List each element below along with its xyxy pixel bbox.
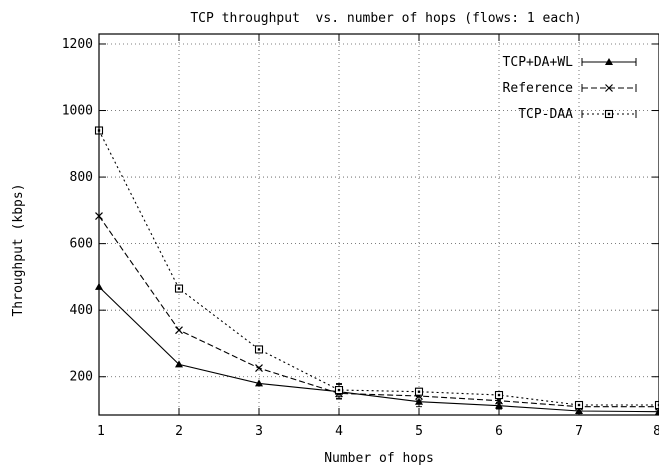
x-tick-label-5: 6 — [495, 424, 503, 439]
y-tick-label-3: 800 — [70, 170, 93, 185]
legend-label-2: TCP-DAA — [518, 107, 573, 122]
y-tick-label-0: 200 — [70, 370, 93, 385]
x-tick-label-0: 1 — [97, 424, 105, 439]
grid-lines — [98, 34, 659, 415]
legend: TCP+DA+WL Reference TCP-DAA — [503, 55, 637, 122]
x-tick-label-7: 8 — [653, 424, 659, 439]
data-point-2-4 — [414, 387, 424, 396]
plot-series — [94, 126, 659, 415]
data-point-0-4 — [415, 397, 423, 405]
x-tick-label-4: 5 — [415, 424, 423, 439]
x-tick-label-1: 2 — [175, 424, 183, 439]
data-point-2-6 — [574, 400, 584, 410]
x-tick-label-2: 3 — [255, 424, 263, 439]
series-tcp-da-wl — [95, 282, 659, 415]
series-line-0 — [98, 286, 659, 413]
data-point-1-1 — [175, 326, 183, 335]
y-tick-label-2: 600 — [70, 237, 93, 252]
x-tick-label-6: 7 — [575, 424, 583, 439]
plot-frame — [98, 33, 659, 416]
legend-label-0: TCP+DA+WL — [503, 55, 574, 70]
data-point-1-2 — [255, 364, 263, 373]
y-axis-label: Throughput (kbps) — [11, 183, 26, 316]
y-tick-label-5: 1200 — [62, 37, 93, 52]
axis-ticks: 200 400 600 800 1000 1200 1 2 3 4 5 6 7 8 — [62, 34, 659, 439]
data-point-0-2 — [255, 379, 263, 387]
series-line-2 — [98, 130, 659, 406]
legend-marker-0 — [605, 58, 613, 65]
data-point-2-2 — [254, 345, 264, 354]
legend-marker-1 — [605, 84, 613, 92]
series-reference — [95, 212, 659, 411]
chart-title: TCP throughput vs. number of hops (flows… — [190, 11, 581, 26]
x-axis-label: Number of hops — [324, 451, 434, 466]
data-point-2-5 — [494, 390, 504, 400]
data-point-0-6 — [575, 407, 583, 415]
legend-label-1: Reference — [503, 81, 574, 96]
y-tick-label-1: 400 — [70, 303, 93, 318]
x-tick-label-3: 4 — [335, 424, 343, 439]
y-tick-label-4: 1000 — [62, 104, 93, 119]
data-point-2-1 — [174, 284, 184, 293]
data-point-0-5 — [495, 401, 503, 409]
series-line-1 — [98, 215, 659, 408]
data-point-2-3 — [334, 385, 344, 395]
data-point-0-1 — [175, 360, 183, 368]
data-point-0-7 — [655, 407, 659, 415]
legend-marker-2 — [604, 109, 614, 119]
